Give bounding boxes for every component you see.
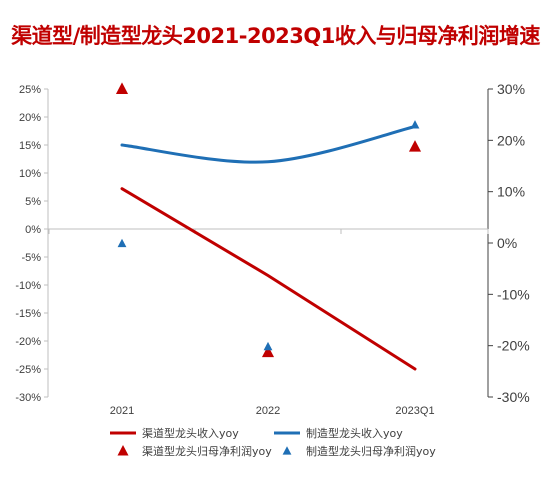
- right-tick-label: 0%: [497, 235, 517, 251]
- left-tick-label: 10%: [19, 168, 41, 180]
- left-tick-label: -25%: [15, 364, 41, 376]
- series-marker: [263, 341, 273, 351]
- x-tick-label: 2022: [256, 405, 280, 417]
- left-tick-label: -15%: [15, 308, 41, 320]
- series-marker: [115, 82, 129, 94]
- left-tick-label: -10%: [15, 280, 41, 292]
- right-tick-label: -30%: [497, 389, 530, 405]
- series-marker: [410, 120, 420, 129]
- x-tick-label: 2021: [110, 405, 134, 417]
- right-tick-label: 10%: [497, 184, 525, 200]
- left-tick-label: -20%: [15, 336, 41, 348]
- legend-marker-swatch: [117, 445, 129, 456]
- left-tick-label: 20%: [19, 112, 41, 124]
- series-marker: [261, 345, 275, 358]
- right-tick-label: 20%: [497, 132, 525, 148]
- right-tick-label: 30%: [497, 81, 525, 97]
- left-tick-label: 25%: [19, 84, 41, 96]
- x-tick-label: 2023Q1: [395, 405, 434, 417]
- chart-title: 渠道型/制造型龙头2021-2023Q1收入与归母净利润增速: [11, 24, 540, 48]
- legend-label: 制造型龙头收入yoy: [306, 426, 403, 440]
- left-tick-label: -5%: [21, 252, 41, 264]
- left-tick-label: 0%: [25, 224, 41, 236]
- left-tick-label: 15%: [19, 140, 41, 152]
- series-marker: [408, 140, 422, 152]
- left-tick-label: -30%: [15, 392, 41, 404]
- legend-label: 制造型龙头归母净利润yoy: [306, 444, 436, 458]
- left-tick-label: 5%: [25, 196, 41, 208]
- series-line: [120, 125, 417, 164]
- right-tick-label: -10%: [497, 286, 530, 302]
- right-tick-label: -20%: [497, 338, 530, 354]
- series-line: [120, 187, 417, 371]
- legend-label: 渠道型龙头收入yoy: [142, 426, 239, 440]
- legend-label: 渠道型龙头归母净利润yoy: [142, 444, 272, 458]
- series-marker: [117, 238, 127, 248]
- legend-marker-swatch: [282, 446, 292, 455]
